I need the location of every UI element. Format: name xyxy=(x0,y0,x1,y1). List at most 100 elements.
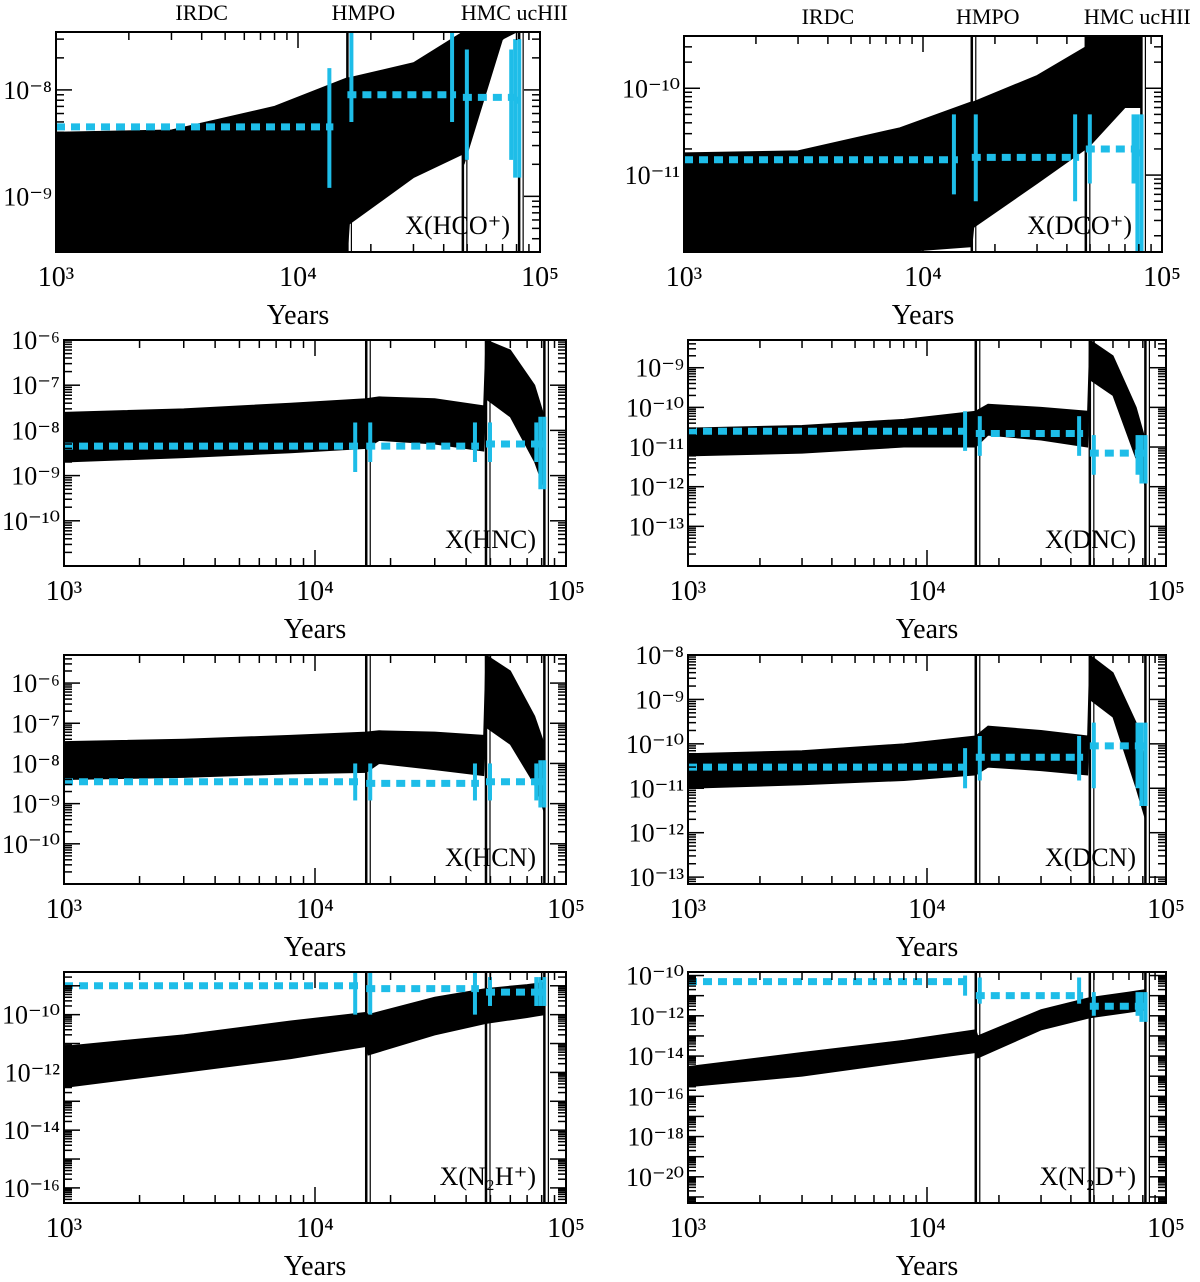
y-tick-label: 10⁻⁷ xyxy=(11,709,60,738)
panel-3: 10³ 10⁴ 10⁵ 10⁻¹⁰ 10⁻⁹ 10⁻⁸ 10⁻⁷ 10⁻⁶ Years X(HNC… xyxy=(2,326,585,645)
y-tick-label: 10⁻⁷ xyxy=(11,371,60,400)
stage-label-0: IRDC xyxy=(175,0,228,25)
x-axis-title: Years xyxy=(896,614,959,645)
y-tick-label: 10⁻¹⁰ xyxy=(626,962,684,991)
y-tick-label: 10⁻¹⁰ xyxy=(2,830,60,859)
stage-label-0: IRDC xyxy=(802,4,855,29)
model-band-area xyxy=(64,340,545,490)
y-tick-label: 10⁻⁸ xyxy=(635,641,684,670)
plot-area xyxy=(684,36,1147,252)
x-axis-title: Years xyxy=(896,1251,959,1282)
model-band-area xyxy=(64,655,545,813)
y-tick-label: 10⁻¹⁶ xyxy=(3,1174,60,1203)
x-tick-label: 10³ xyxy=(670,894,706,925)
y-tick-label: 10⁻¹⁰ xyxy=(2,1001,60,1030)
y-tick-label: 10⁻¹⁴ xyxy=(627,1042,684,1071)
species-label: X(DCN) xyxy=(1045,843,1136,872)
y-tick-label: 10⁻⁹ xyxy=(3,182,52,211)
y-tick-label: 10⁻¹³ xyxy=(629,863,685,892)
x-tick-label: 10⁵ xyxy=(547,1213,585,1244)
x-tick-label: 10⁴ xyxy=(904,262,942,293)
plot-area xyxy=(64,972,549,1203)
stage-label-2: HMC ucHII xyxy=(1084,4,1191,29)
x-tick-label: 10⁵ xyxy=(547,894,585,925)
y-tick-label: 10⁻¹⁶ xyxy=(627,1082,684,1111)
species-label: X(DCO⁺) xyxy=(1027,211,1132,240)
x-tick-label: 10⁴ xyxy=(908,576,946,607)
x-axis-title: Years xyxy=(284,932,347,963)
species-label: X(HNC) xyxy=(445,525,536,554)
panel-8: 10³ 10⁴ 10⁵ 10⁻²⁰ 10⁻¹⁸ 10⁻¹⁶ 10⁻¹⁴ 10⁻¹² 10⁻¹⁰ Y… xyxy=(626,962,1185,1282)
y-tick-label: 10⁻¹¹ xyxy=(629,433,684,462)
y-tick-label: 10⁻¹⁸ xyxy=(627,1123,684,1152)
y-tick-label: 10⁻⁹ xyxy=(635,685,684,714)
x-tick-label: 10⁴ xyxy=(908,1213,946,1244)
x-tick-label: 10⁴ xyxy=(296,1213,334,1244)
y-tick-label: 10⁻¹² xyxy=(629,1002,685,1031)
stage-label-2: HMC ucHII xyxy=(461,0,568,25)
x-axis-title: Years xyxy=(284,1251,347,1282)
y-tick-label: 10⁻⁹ xyxy=(11,790,60,819)
panel-7: 10³ 10⁴ 10⁵ 10⁻¹⁶ 10⁻¹⁴ 10⁻¹² 10⁻¹⁰ Years X(N₂H⁺… xyxy=(2,971,585,1282)
plot-area xyxy=(56,32,524,252)
panel-5: 10³ 10⁴ 10⁵ 10⁻¹⁰ 10⁻⁹ 10⁻⁸ 10⁻⁷ 10⁻⁶ Years X(HCN… xyxy=(2,654,585,963)
y-tick-label: 10⁻⁹ xyxy=(11,462,60,491)
stage-label-1: HMPO xyxy=(956,4,1020,29)
x-axis-title: Years xyxy=(267,300,330,331)
x-tick-label: 10⁴ xyxy=(279,262,317,293)
y-tick-label: 10⁻¹⁰ xyxy=(2,507,60,536)
stage-label-1: HMPO xyxy=(332,0,396,25)
x-tick-label: 10⁴ xyxy=(296,894,334,925)
y-tick-label: 10⁻¹⁰ xyxy=(626,730,684,759)
y-tick-label: 10⁻⁸ xyxy=(11,416,60,445)
y-tick-label: 10⁻¹⁴ xyxy=(3,1116,60,1145)
y-tick-label: 10⁻¹² xyxy=(629,819,685,848)
y-tick-label: 10⁻¹⁰ xyxy=(622,74,680,103)
x-tick-label: 10⁵ xyxy=(1143,262,1181,293)
y-tick-label: 10⁻¹¹ xyxy=(629,774,684,803)
x-tick-label: 10³ xyxy=(46,576,82,607)
y-tick-label: 10⁻⁶ xyxy=(11,669,60,698)
x-tick-label: 10⁴ xyxy=(296,576,334,607)
x-tick-label: 10³ xyxy=(46,1213,82,1244)
x-axis-title: Years xyxy=(896,932,959,963)
plot-area xyxy=(688,340,1151,566)
species-label: X(N₂D⁺) xyxy=(1040,1162,1136,1191)
x-tick-label: 10³ xyxy=(666,262,702,293)
x-tick-label: 10⁵ xyxy=(547,576,585,607)
y-tick-label: 10⁻¹⁰ xyxy=(626,393,684,422)
species-label: X(DNC) xyxy=(1045,525,1136,554)
model-band-area xyxy=(688,340,1146,487)
y-tick-label: 10⁻⁸ xyxy=(11,749,60,778)
y-tick-label: 10⁻¹¹ xyxy=(625,161,680,190)
species-label: X(N₂H⁺) xyxy=(440,1162,536,1191)
x-tick-label: 10⁵ xyxy=(1147,576,1185,607)
x-tick-label: 10³ xyxy=(38,262,74,293)
plot-area xyxy=(688,972,1151,1203)
panel-6: 10³ 10⁴ 10⁵ 10⁻¹³ 10⁻¹² 10⁻¹¹ 10⁻¹⁰ 10⁻⁹ 10⁻⁸ Yea… xyxy=(626,641,1185,963)
panel-1: 10³ 10⁴ 10⁵ 10⁻⁹ 10⁻⁸ Years X(HCO⁺) xyxy=(3,31,559,331)
x-tick-label: 10⁴ xyxy=(908,894,946,925)
panel-2: 10³ 10⁴ 10⁵ 10⁻¹¹ 10⁻¹⁰ Years X(DCO⁺) xyxy=(622,35,1181,331)
y-tick-label: 10⁻⁸ xyxy=(3,76,52,105)
panel-4: 10³ 10⁴ 10⁵ 10⁻¹³ 10⁻¹² 10⁻¹¹ 10⁻¹⁰ 10⁻⁹ Years X(… xyxy=(626,339,1185,645)
x-tick-label: 10³ xyxy=(46,894,82,925)
x-tick-label: 10⁵ xyxy=(1147,1213,1185,1244)
model-band-area xyxy=(688,655,1146,820)
y-tick-label: 10⁻¹² xyxy=(5,1058,61,1087)
x-tick-label: 10⁵ xyxy=(521,262,559,293)
y-tick-label: 10⁻⁹ xyxy=(635,354,684,383)
plot-area xyxy=(64,655,549,884)
plot-area xyxy=(688,655,1151,884)
x-axis-title: Years xyxy=(892,300,955,331)
species-label: X(HCN) xyxy=(445,843,536,872)
x-tick-label: 10³ xyxy=(670,1213,706,1244)
plot-area xyxy=(64,340,549,566)
species-label: X(HCO⁺) xyxy=(405,211,510,240)
y-tick-label: 10⁻¹³ xyxy=(629,512,685,541)
y-tick-label: 10⁻¹² xyxy=(629,473,685,502)
x-axis-title: Years xyxy=(284,614,347,645)
model-band-area xyxy=(64,981,545,1089)
x-tick-label: 10³ xyxy=(670,576,706,607)
model-band-area xyxy=(688,989,1146,1088)
